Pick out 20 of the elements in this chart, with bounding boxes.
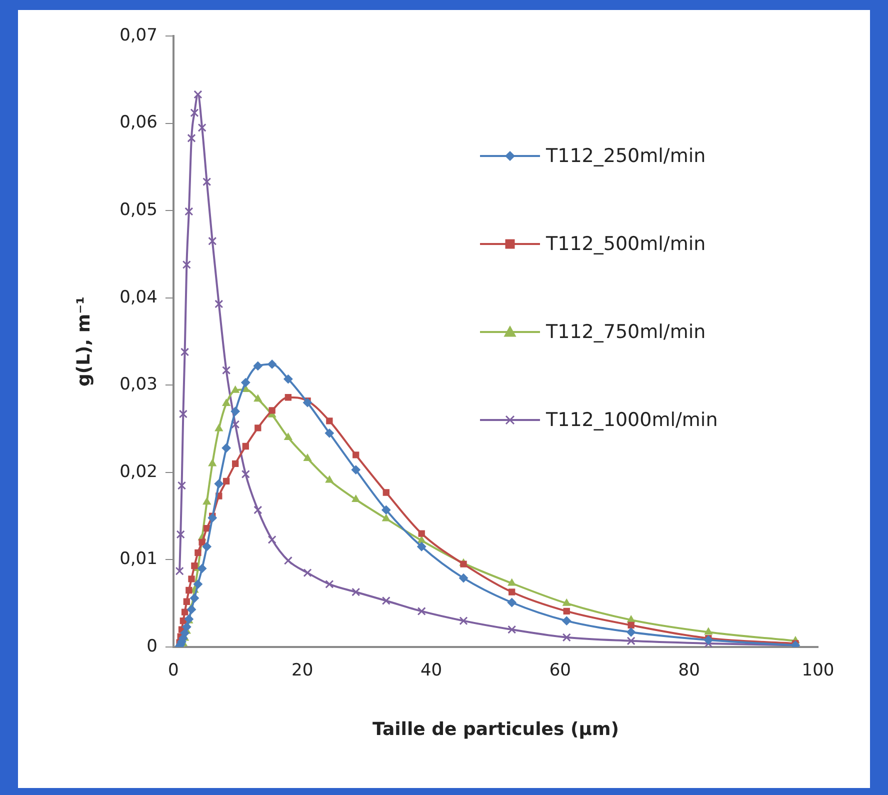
x-tick-label: 0 <box>168 660 179 681</box>
y-tick-label: 0,06 <box>120 112 158 133</box>
y-tick-label: 0,07 <box>120 25 158 46</box>
x-tick-label: 80 <box>678 660 700 681</box>
legend-label: T112_250ml/min <box>546 145 706 167</box>
x-tick-label: 100 <box>802 660 834 681</box>
y-tick-label: 0,01 <box>120 549 158 570</box>
x-axis-title: Taille de particules (µm) <box>372 718 619 740</box>
y-tick-label: 0,05 <box>120 200 158 220</box>
y-tick-label: 0,02 <box>120 462 158 482</box>
y-tick-label: 0,03 <box>120 374 158 395</box>
y-axis-title: g(L), m⁻¹ <box>73 296 94 387</box>
x-tick-label: 20 <box>292 660 314 681</box>
x-tick-label: 40 <box>420 660 442 681</box>
legend-label: T112_750ml/min <box>546 321 706 343</box>
y-tick-label: 0,04 <box>120 287 158 308</box>
legend-label: T112_1000ml/min <box>546 409 718 431</box>
legend-label: T112_500ml/min <box>546 233 706 255</box>
x-tick-label: 60 <box>549 660 571 681</box>
y-tick-label: 0 <box>146 636 158 656</box>
